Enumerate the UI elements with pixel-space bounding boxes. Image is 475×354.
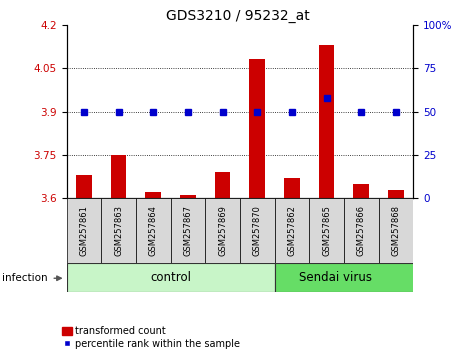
Bar [319, 45, 334, 198]
FancyBboxPatch shape [66, 198, 101, 264]
Legend: transformed count, percentile rank within the sample: transformed count, percentile rank withi… [62, 326, 240, 349]
Text: GSM257864: GSM257864 [149, 206, 158, 256]
Text: Sendai virus: Sendai virus [299, 271, 372, 284]
Text: GSM257865: GSM257865 [322, 206, 331, 256]
Bar [249, 59, 265, 198]
Text: infection: infection [2, 273, 48, 283]
Text: GDS3210 / 95232_at: GDS3210 / 95232_at [166, 9, 309, 23]
FancyBboxPatch shape [205, 198, 240, 264]
Text: GSM257862: GSM257862 [287, 206, 296, 256]
Bar [180, 195, 196, 198]
Bar [284, 178, 300, 198]
FancyBboxPatch shape [275, 263, 431, 292]
Bar [388, 189, 404, 198]
Text: GSM257870: GSM257870 [253, 206, 262, 256]
FancyBboxPatch shape [240, 198, 275, 264]
Text: GSM257863: GSM257863 [114, 205, 123, 257]
FancyBboxPatch shape [171, 198, 205, 264]
FancyBboxPatch shape [309, 198, 344, 264]
FancyBboxPatch shape [275, 198, 309, 264]
Text: control: control [150, 271, 191, 284]
Text: GSM257868: GSM257868 [391, 205, 400, 257]
Bar [215, 172, 230, 198]
Text: GSM257866: GSM257866 [357, 205, 366, 257]
Text: GSM257867: GSM257867 [183, 205, 192, 257]
Bar [76, 175, 92, 198]
FancyBboxPatch shape [136, 198, 171, 264]
Text: GSM257861: GSM257861 [79, 206, 88, 256]
FancyBboxPatch shape [101, 198, 136, 264]
Text: GSM257869: GSM257869 [218, 206, 227, 256]
FancyBboxPatch shape [66, 263, 275, 292]
Bar [111, 155, 126, 198]
FancyBboxPatch shape [379, 198, 413, 264]
Bar [353, 184, 369, 198]
FancyBboxPatch shape [344, 198, 379, 264]
Bar [145, 193, 161, 198]
